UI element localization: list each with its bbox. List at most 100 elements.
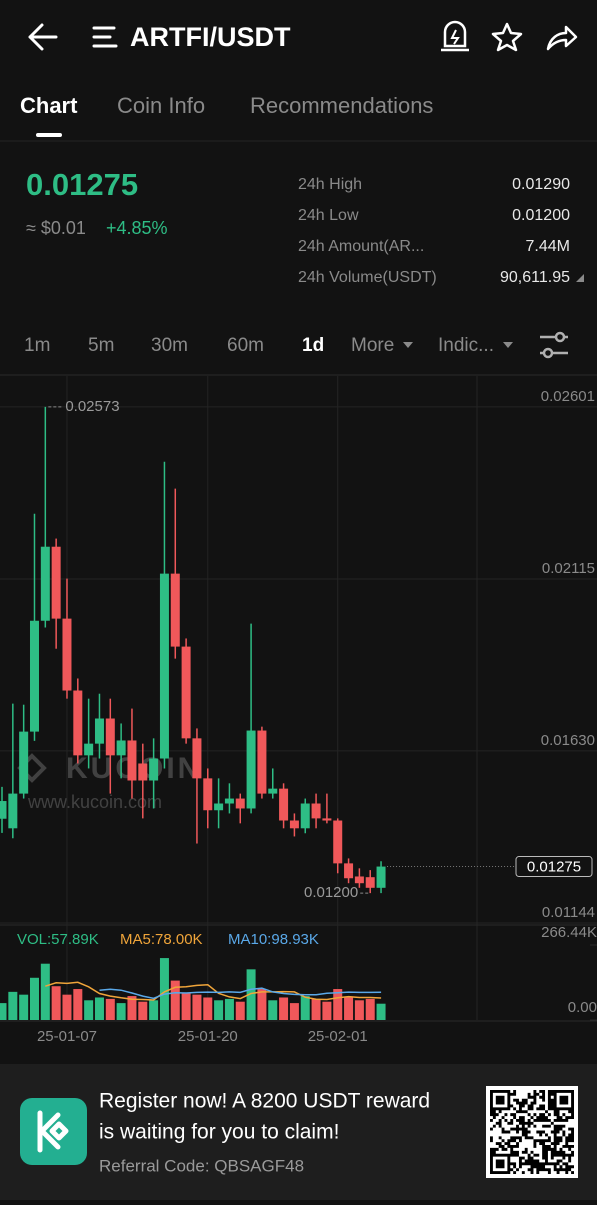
volume-bar <box>300 996 310 1020</box>
volume-bar <box>84 1000 94 1020</box>
stat-label: 24h High <box>298 176 362 193</box>
y-tick-label: 0.02601 <box>541 388 595 405</box>
back-button[interactable] <box>28 23 58 51</box>
volume-legend: VOL:57.89K <box>17 931 99 948</box>
pair-title[interactable]: ARTFI/USDT <box>130 22 291 52</box>
app-logo-mark <box>37 1110 69 1153</box>
tab[interactable]: Coin Info <box>117 93 205 118</box>
menu-icon <box>92 26 118 48</box>
candle-body <box>170 573 180 647</box>
alert-icon <box>441 20 469 52</box>
candle-body <box>181 646 191 739</box>
candle-body <box>203 778 213 811</box>
volume-tick-label: 0.00 <box>568 999 597 1016</box>
candle-body <box>19 731 29 794</box>
stat-value: 7.44M <box>526 238 570 255</box>
volume-bar <box>105 998 115 1020</box>
volume-bar <box>40 963 50 1020</box>
volume-tick-label: 266.44K <box>541 924 597 941</box>
volume-bar <box>29 977 39 1020</box>
candlestick-chart: KUCOIN www.kucoin.com 0.026010.021150.01… <box>0 376 597 1045</box>
tab[interactable]: Recommendations <box>250 93 433 118</box>
settings-knob <box>554 331 566 343</box>
candle-body <box>289 820 299 829</box>
volume-bar <box>214 1000 224 1020</box>
interval-bar: 1m 5m 30m 60m 1d More Indic... <box>24 335 494 356</box>
candle-body <box>224 798 234 804</box>
stat-value: 90,611.95 <box>500 269 570 286</box>
candle-body <box>40 546 50 621</box>
interval-option[interactable]: More <box>351 335 394 356</box>
qr-code <box>490 1090 574 1174</box>
candle-body <box>333 820 343 864</box>
watermark-site: www.kucoin.com <box>27 792 162 812</box>
candle-body <box>62 618 72 691</box>
fiat-price: ≈ $0.01 <box>26 218 86 238</box>
favorite-button[interactable] <box>491 22 523 52</box>
volume-bar <box>311 998 321 1020</box>
candle-body <box>84 743 94 756</box>
candle-body <box>159 573 169 759</box>
interval-option[interactable]: 30m <box>151 335 188 356</box>
alert-button[interactable] <box>441 20 469 52</box>
menu-button[interactable] <box>92 26 118 48</box>
y-tick-label: 0.01144 <box>542 904 595 921</box>
dropdown-caret <box>403 342 413 348</box>
volume-bar <box>19 994 29 1020</box>
candle-body <box>300 803 310 829</box>
alert-bolt <box>450 29 460 45</box>
tab[interactable]: Chart <box>20 93 78 118</box>
x-tick-label: 25-02-01 <box>308 1028 368 1045</box>
candle-body <box>268 788 278 794</box>
max-marker-label: 0.02573 <box>65 398 119 415</box>
stats: 24h High 0.01290 24h Low 0.01200 24h Amount(… <box>298 176 584 286</box>
interval-option[interactable]: 1d <box>302 335 324 356</box>
candle-body <box>73 690 83 756</box>
stat-label: 24h Amount(AR... <box>298 238 424 255</box>
candle-body <box>127 740 137 781</box>
candle-body <box>138 763 148 781</box>
candle-body <box>8 793 18 829</box>
volume-bar <box>192 994 202 1020</box>
volume-bar <box>333 989 343 1020</box>
interval-option[interactable]: Indic... <box>438 335 494 356</box>
volume-bar <box>62 994 72 1020</box>
settings-button[interactable] <box>540 331 568 359</box>
candle-body <box>322 818 332 821</box>
volume-bar <box>138 1001 148 1020</box>
volume-bar <box>127 996 137 1020</box>
volume-bar <box>268 1000 278 1020</box>
candle-body <box>354 876 364 884</box>
volume-bar <box>73 989 83 1020</box>
volume-bar <box>344 997 354 1020</box>
interval-option[interactable]: 60m <box>227 335 264 356</box>
interval-option[interactable]: 5m <box>88 335 114 356</box>
referral-code: Referral Code: QBSAGF48 <box>99 1156 304 1175</box>
volume-bar <box>149 1000 159 1020</box>
ma-line <box>99 987 382 1000</box>
volume-bar <box>279 997 289 1020</box>
volume-bar <box>181 993 191 1020</box>
candle-body <box>279 788 289 821</box>
volume-bar <box>235 1001 245 1020</box>
stat-value: 0.01200 <box>512 207 570 224</box>
candle-body <box>365 877 375 888</box>
volume-bar <box>376 1003 386 1020</box>
y-tick-label: 0.01630 <box>541 732 595 749</box>
candle-body <box>116 740 126 756</box>
y-tick-label: 0.02115 <box>542 560 595 577</box>
back-arrow-icon <box>28 23 58 51</box>
candle-body <box>149 758 159 781</box>
share-button[interactable] <box>546 25 578 51</box>
tab-indicator <box>36 133 62 137</box>
interval-option[interactable]: 1m <box>24 335 50 356</box>
min-marker-label: 0.01200 <box>304 884 358 901</box>
candle-body <box>105 718 115 756</box>
volume-bar <box>51 986 61 1020</box>
volume-bar <box>203 997 213 1020</box>
volume-bar <box>8 991 18 1020</box>
banner-text: is waiting for you to claim! <box>99 1121 339 1144</box>
candle-body <box>344 863 354 879</box>
last-price-label: 0.01275 <box>527 859 581 876</box>
